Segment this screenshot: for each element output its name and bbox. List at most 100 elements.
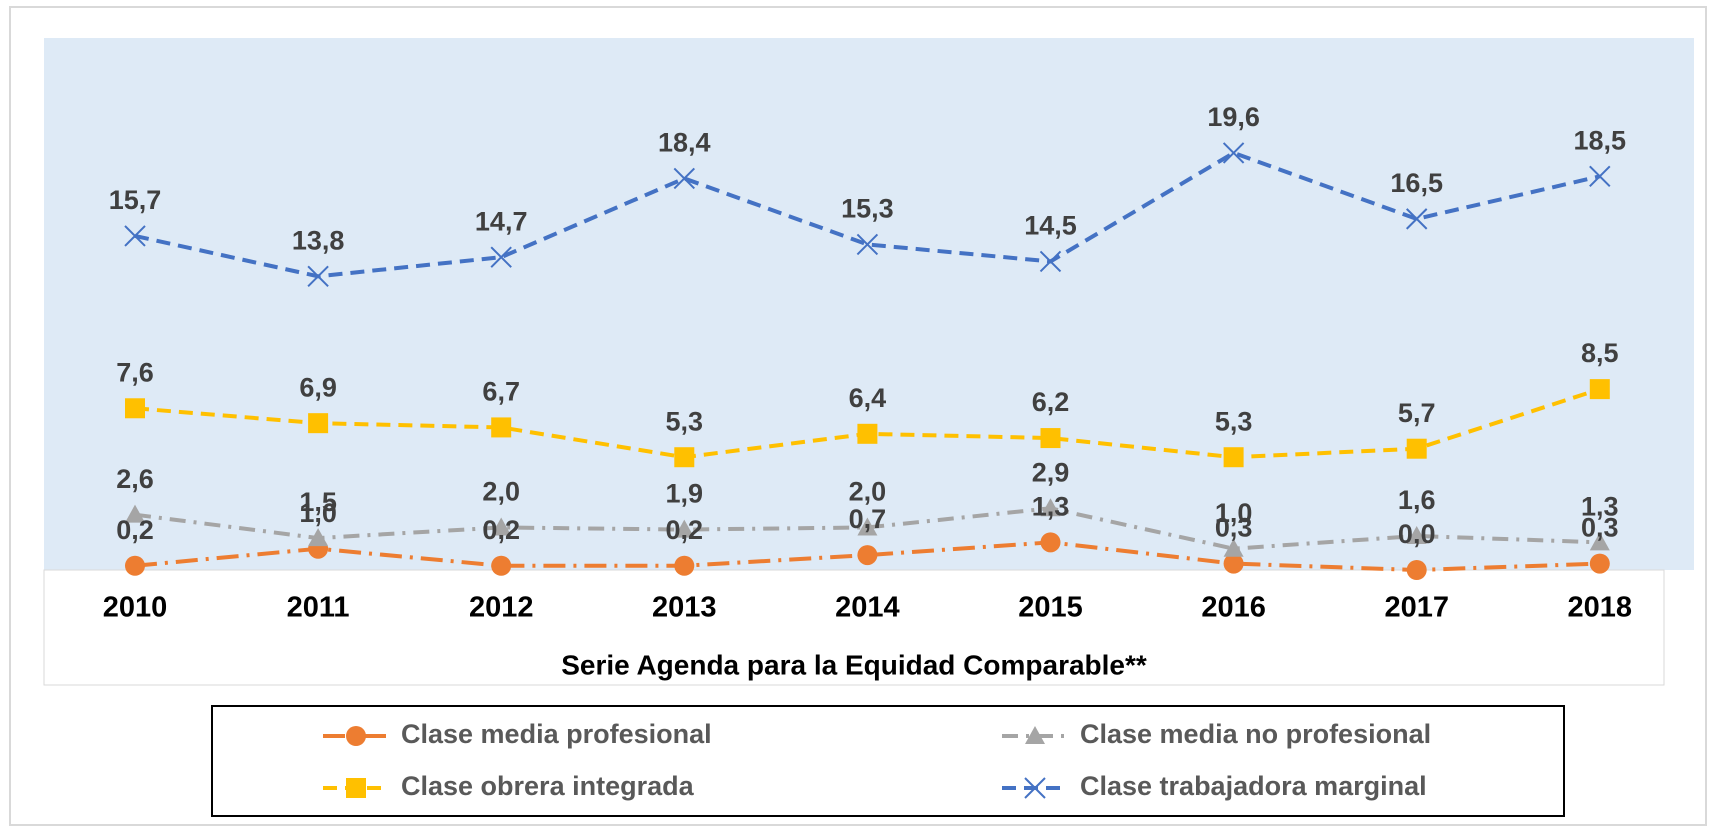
data-label: 14,7	[475, 206, 528, 236]
marker	[674, 555, 695, 576]
legend-label: Clase media profesional	[401, 719, 712, 749]
marker	[857, 517, 878, 536]
legend-label: Clase obrera integrada	[401, 771, 695, 801]
data-label: 0,7	[849, 504, 887, 534]
x-axis-title: Serie Agenda para la Equidad Comparable*…	[561, 649, 1147, 680]
marker	[308, 528, 329, 547]
data-label: 8,5	[1581, 338, 1619, 368]
marker	[491, 417, 512, 438]
data-label: 6,9	[299, 372, 337, 402]
data-label: 6,2	[1032, 387, 1070, 417]
marker	[856, 233, 879, 256]
data-label: 1,0	[1215, 498, 1253, 528]
data-label: 15,3	[841, 194, 894, 224]
data-label: 1,5	[299, 487, 337, 517]
data-label: 6,4	[849, 383, 887, 413]
data-label: 0,0	[1398, 519, 1436, 549]
data-label: 2,9	[1032, 457, 1070, 487]
data-label: 5,7	[1398, 398, 1436, 428]
data-label: 1,3	[1032, 491, 1070, 521]
data-label: 7,6	[116, 357, 154, 387]
x-tick-label: 2012	[469, 592, 534, 624]
data-label: 2,0	[849, 477, 887, 507]
data-label: 0,2	[116, 515, 154, 545]
marker	[1405, 208, 1428, 230]
data-label: 18,5	[1574, 125, 1627, 155]
x-tick-label: 2017	[1384, 592, 1449, 624]
marker	[674, 447, 695, 468]
marker	[346, 726, 366, 746]
data-label: 14,5	[1024, 211, 1077, 241]
marker	[1223, 553, 1244, 574]
marker	[674, 519, 695, 538]
x-tick-label: 2010	[103, 592, 168, 624]
legend-item: Clase media no profesional	[1002, 719, 1431, 749]
marker	[346, 778, 366, 798]
marker	[125, 555, 145, 576]
marker	[1040, 498, 1061, 517]
data-label: 5,3	[666, 406, 704, 436]
marker	[1222, 142, 1245, 164]
data-label: 5,3	[1215, 406, 1253, 436]
marker	[308, 413, 329, 434]
data-label: 0,2	[666, 515, 704, 545]
marker	[125, 398, 145, 419]
marker	[1040, 532, 1061, 553]
marker	[1589, 379, 1610, 400]
x-tick-label: 2018	[1568, 592, 1633, 624]
legend-item: Clase trabajadora marginal	[1002, 771, 1427, 801]
marker	[1406, 438, 1427, 459]
data-label: 19,6	[1207, 102, 1260, 132]
legend-item: Clase obrera integrada	[323, 771, 695, 801]
data-label: 6,7	[482, 377, 520, 407]
data-label: 0,2	[482, 515, 520, 545]
data-label: 16,5	[1390, 168, 1443, 198]
marker	[673, 167, 696, 190]
data-label: 1,3	[1581, 491, 1619, 521]
data-label: 18,4	[658, 128, 711, 158]
x-tick-label: 2011	[287, 592, 350, 624]
marker	[857, 423, 878, 444]
marker	[1589, 532, 1610, 551]
legend-label: Clase media no profesional	[1080, 719, 1431, 749]
marker	[490, 246, 512, 268]
data-label: 2,0	[482, 477, 520, 507]
legend	[211, 705, 1565, 817]
marker	[491, 555, 512, 576]
legend-label: Clase trabajadora marginal	[1080, 771, 1427, 801]
data-label: 1,6	[1398, 485, 1436, 515]
axis-area	[43, 569, 1665, 686]
plot-area	[44, 38, 1694, 570]
data-label: 2,6	[116, 464, 154, 494]
data-label: 0,3	[1581, 513, 1619, 543]
data-label: 1,9	[666, 479, 704, 509]
x-tick-label: 2013	[652, 592, 717, 624]
series-line	[134, 506, 1600, 551]
x-tick-label: 2015	[1018, 592, 1083, 624]
marker	[307, 265, 329, 288]
marker	[1589, 165, 1611, 188]
marker	[124, 225, 146, 247]
marker	[125, 504, 145, 523]
marker	[491, 517, 512, 536]
data-label: 15,7	[109, 185, 162, 215]
marker	[1223, 447, 1244, 468]
x-tick-label: 2016	[1201, 592, 1266, 624]
marker	[1223, 538, 1244, 557]
legend-item: Clase media profesional	[323, 719, 712, 749]
data-label: 13,8	[292, 225, 345, 255]
marker	[1589, 553, 1610, 574]
data-label: 1,0	[299, 498, 337, 528]
marker	[857, 545, 878, 566]
series-line	[134, 150, 1601, 279]
marker	[1040, 428, 1061, 449]
marker	[1406, 525, 1427, 544]
marker	[1024, 777, 1046, 799]
data-label: 0,3	[1215, 513, 1253, 543]
x-tick-label: 2014	[835, 592, 900, 624]
marker	[1406, 560, 1427, 580]
marker	[1025, 726, 1045, 744]
marker	[1039, 250, 1062, 273]
